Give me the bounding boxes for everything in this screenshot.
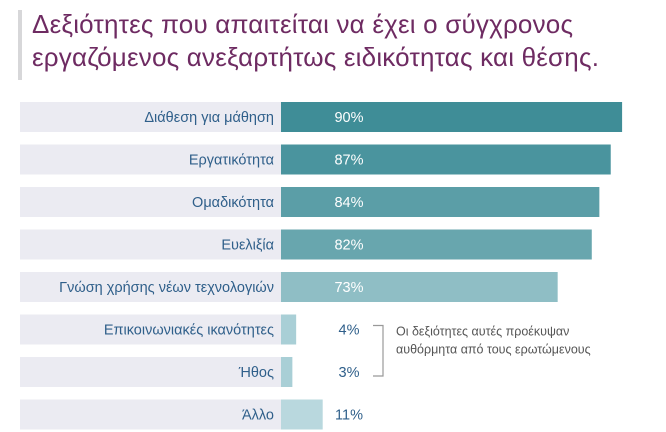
category-label: Επικοινωνιακές ικανότητες xyxy=(104,323,274,339)
bar xyxy=(281,229,592,260)
value-label: 84% xyxy=(334,195,363,211)
category-label: Διάθεση για μάθηση xyxy=(144,110,274,126)
category-label: Γνώση χρήσης νέων τεχνολογιών xyxy=(59,280,274,296)
value-label: 4% xyxy=(339,323,360,339)
annotation-bracket xyxy=(373,324,384,377)
bar xyxy=(281,399,323,430)
annotation-text-line: Οι δεξιότητες αυτές προέκυψαν xyxy=(396,325,569,339)
category-label-background xyxy=(20,272,281,302)
value-label: 73% xyxy=(334,280,363,296)
chart-title-line-1: Δεξιότητες που απαιτείται να έχει ο σύγχ… xyxy=(32,9,574,39)
value-label: 87% xyxy=(334,153,363,169)
category-label-background xyxy=(20,187,281,217)
bar xyxy=(281,144,611,175)
bar xyxy=(281,102,623,132)
bar xyxy=(281,187,600,217)
bar xyxy=(281,272,558,302)
category-label-background xyxy=(20,144,281,175)
bar xyxy=(281,357,293,387)
category-label: Εργατικότητα xyxy=(189,153,274,169)
category-label: Ήθος xyxy=(238,365,274,381)
category-label: Άλλο xyxy=(242,408,274,424)
category-label-background xyxy=(20,357,281,387)
chart-title-line-2: εργαζόμενος ανεξαρτήτως ειδικότητας και … xyxy=(32,42,600,72)
value-label: 3% xyxy=(339,365,360,381)
value-label: 11% xyxy=(335,408,363,424)
value-label: 82% xyxy=(334,238,363,254)
category-label-background xyxy=(20,399,281,430)
category-label: Ευελιξία xyxy=(221,238,274,254)
chart-title: Δεξιότητες που απαιτείται να έχει ο σύγχ… xyxy=(32,8,652,74)
annotation-text-line: αυθόρμητα από τους ερωτώμενους xyxy=(396,343,591,357)
category-label-background xyxy=(20,229,281,260)
bar xyxy=(281,314,297,345)
value-label: 90% xyxy=(334,110,363,126)
category-label: Ομαδικότητα xyxy=(192,195,274,211)
category-label-background xyxy=(20,102,281,132)
category-label-background xyxy=(20,314,281,345)
title-accent-bar xyxy=(18,10,22,80)
